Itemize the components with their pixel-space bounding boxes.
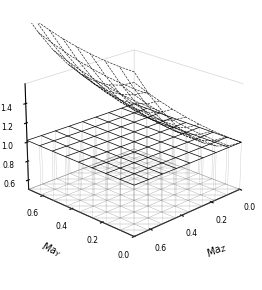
Y-axis label: $Ma_Y$: $Ma_Y$ bbox=[39, 240, 63, 261]
X-axis label: $Ma_Z$: $Ma_Z$ bbox=[205, 240, 230, 261]
